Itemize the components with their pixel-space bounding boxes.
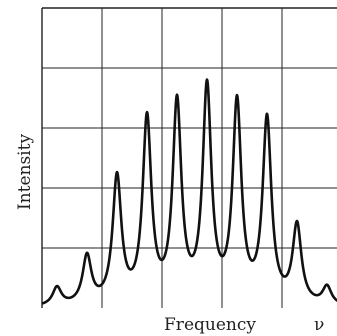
peak-point-1: [56, 285, 59, 288]
peak-point-3: [116, 171, 119, 174]
x-axis-label: Frequency: [164, 315, 256, 335]
peak-point-4: [146, 111, 149, 114]
peak-point-6: [206, 78, 209, 81]
peak-point-8: [266, 112, 269, 115]
peak-point-5: [176, 93, 179, 96]
peak-point-7: [236, 94, 239, 97]
x-axis-symbol: ν: [314, 315, 324, 335]
peak-point-9: [296, 220, 299, 223]
plot-grid: [41, 7, 337, 308]
peak-point-10: [326, 283, 329, 286]
y-axis-label: Intensity: [15, 134, 35, 210]
intensity-curve: [41, 78, 337, 305]
peak-point-2: [86, 251, 89, 254]
